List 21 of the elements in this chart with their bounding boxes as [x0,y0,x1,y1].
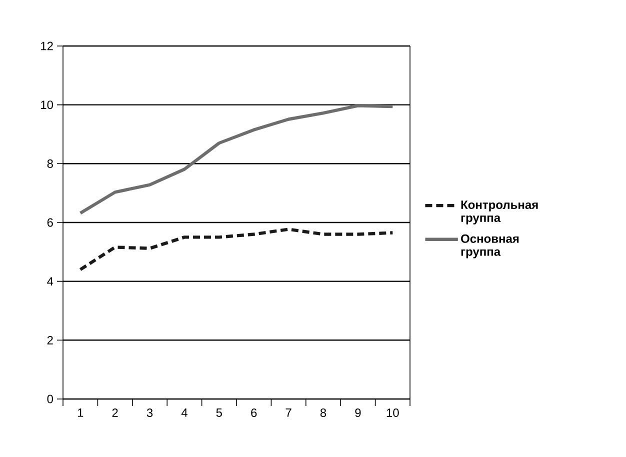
y-tick-label: 8 [47,159,53,168]
x-tick-label: 6 [251,408,257,418]
x-tick-label: 2 [112,408,118,417]
y-tick-label: 6 [47,218,53,227]
legend-label: Контрольная группа [461,200,538,224]
x-tick-label: 8 [320,408,326,418]
x-tick-label: 5 [216,408,222,417]
y-tick-label: 10 [41,100,54,110]
x-tick-label: 7 [286,408,292,417]
legend-label: Основная группа [461,234,519,258]
x-tick-label: 4 [181,408,188,417]
y-tick-label: 4 [47,277,54,286]
x-tick-label: 9 [355,408,361,418]
x-tick-label: 10 [386,408,399,418]
y-tick-label: 0 [47,394,54,404]
y-tick-label: 12 [41,42,53,50]
line-series [78,228,394,272]
y-tick-label: 2 [47,336,53,344]
x-tick-label: 1 [78,408,84,417]
x-tick-label: 3 [146,408,153,418]
line-series [78,104,394,215]
